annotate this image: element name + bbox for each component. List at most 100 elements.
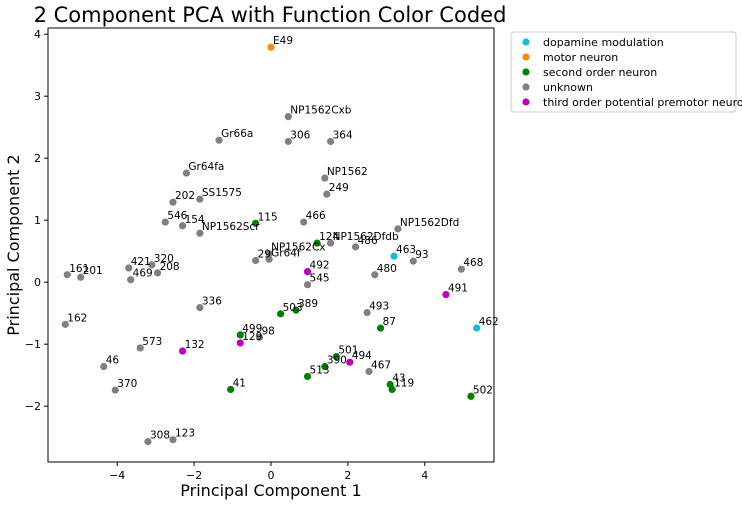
data-point-label: 119 [394,377,414,389]
data-point-label: 573 [142,336,162,348]
x-tick-label: −2 [186,469,202,482]
x-tick-label: 4 [421,469,428,482]
data-point-label: 41 [233,377,246,389]
data-point-label: 201 [83,265,103,277]
data-point-label: 46 [106,355,120,367]
y-tick-label: 3 [34,90,41,103]
data-point [363,308,371,317]
data-point [346,358,354,366]
legend-marker [522,53,530,61]
data-point [178,347,187,355]
legend-marker [522,83,530,91]
data-point-label: 494 [352,350,372,362]
data-point-label: 545 [310,273,330,285]
data-point [111,386,119,394]
data-point-label: 93 [415,249,428,261]
data-point [125,264,133,272]
data-point [457,265,465,273]
data-point-label: 469 [133,268,153,280]
legend-entry-label: unknown [543,81,593,94]
data-point-label: 162 [67,312,87,324]
data-point [321,362,329,371]
data-point [252,219,260,227]
data-point-label: SS1575 [202,187,242,199]
y-tick-label: 1 [34,214,41,227]
data-point-label: Gr66a [221,128,253,140]
data-point-label: NP1562Dfd [400,217,459,229]
data-point-label: 499 [242,323,262,335]
data-point [376,324,385,332]
data-point-label: 249 [329,182,349,194]
data-point [390,252,398,260]
data-point [321,174,329,182]
data-point [227,385,235,394]
data-point [215,136,223,144]
legend-marker [522,68,530,76]
data-point [252,256,260,265]
data-point-label: 370 [117,378,137,390]
data-point-label: 208 [160,261,180,273]
data-point-label: 493 [369,301,389,313]
data-point-label: 421 [131,256,151,268]
data-point-label: 513 [310,364,330,376]
data-point [300,218,308,226]
data-point [196,229,204,237]
data-point [394,225,402,233]
data-point [127,276,135,284]
data-point-label: Gr64fa [188,161,224,173]
data-point [277,310,285,318]
data-point-label: 502 [473,384,493,396]
data-point [409,257,417,265]
data-point [467,392,475,400]
data-point-label: 480 [377,263,397,275]
x-tick-label: 2 [344,469,351,482]
data-point [153,269,162,277]
data-point-label: 129 [242,331,262,343]
data-point [61,320,69,328]
legend-entry-label: motor neuron [543,51,618,64]
data-point-label: 492 [310,260,330,272]
data-point-label: E49 [273,35,293,47]
data-point [303,372,312,381]
data-point-label: NP1562 [327,166,368,178]
data-point-label: 546 [167,210,187,222]
y-axis-label: Principal Component 2 [4,154,23,335]
data-point-label: 202 [175,190,195,202]
data-point [326,137,335,146]
legend-entry-label: third order potential premotor neuron [543,96,742,109]
data-point [292,306,300,314]
data-point-label: 491 [448,283,468,295]
y-tick-label: 2 [34,152,41,165]
data-point-label: 154 [185,214,205,226]
data-point [371,271,379,279]
data-point-label: 463 [396,244,416,256]
data-point [313,239,321,247]
data-point-label: 389 [298,298,318,310]
data-point [77,273,85,281]
data-point [284,113,292,121]
data-point-label: 161 [69,263,89,275]
data-point-label: 124 [319,231,339,243]
data-points [61,43,481,446]
data-point [136,344,144,352]
data-point-label: 306 [290,129,310,141]
legend-frame [510,31,737,113]
data-point-label: 87 [383,316,396,328]
data-point [161,218,169,226]
legend-entry-label: second order neuron [543,66,657,79]
data-point-label: 336 [202,296,222,308]
legend-marker [522,38,530,46]
data-point [236,339,244,347]
data-point [267,43,275,51]
data-point [303,281,312,289]
data-point-label: 43 [392,373,405,385]
data-point [326,239,335,247]
data-point [473,324,481,332]
data-point-label: 466 [306,210,326,222]
y-tick-label: −2 [25,400,41,413]
data-point [388,385,396,394]
data-point-label: 123 [175,428,195,440]
data-point [255,333,264,341]
data-point-label: 501 [338,345,358,357]
